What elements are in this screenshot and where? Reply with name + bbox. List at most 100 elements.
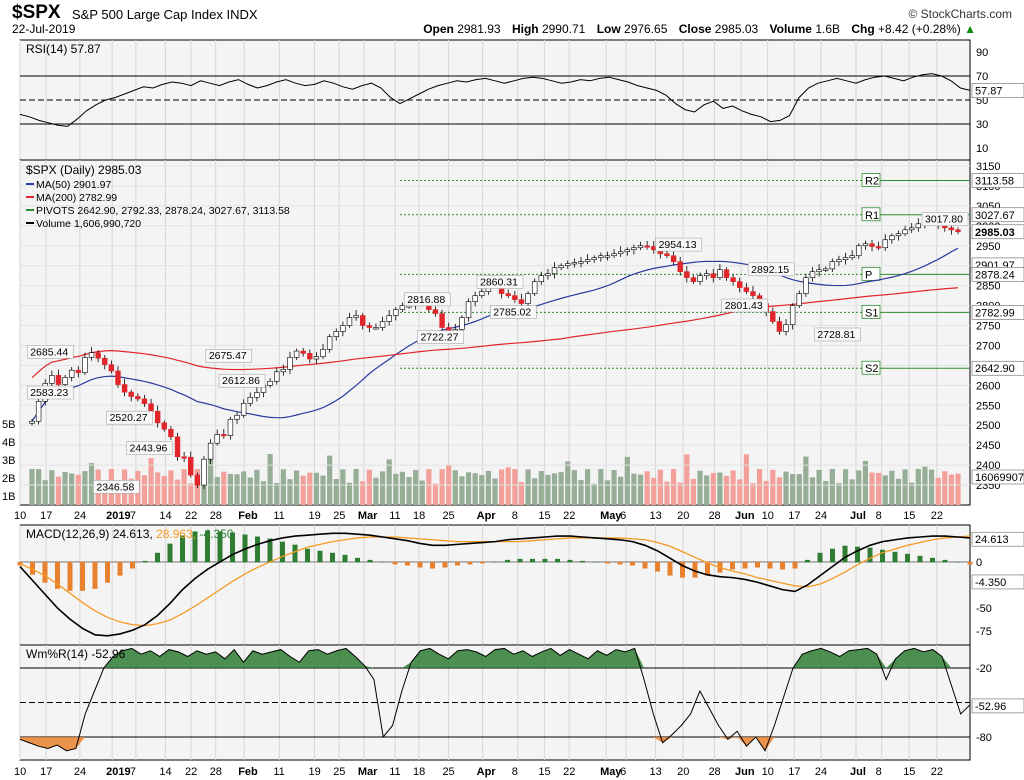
x-axis-bottom-tick-label: 20 bbox=[677, 766, 689, 778]
candle bbox=[227, 418, 234, 436]
volume-bar bbox=[922, 466, 928, 505]
candle bbox=[49, 375, 55, 384]
price-annotation: 2583.23 bbox=[30, 387, 68, 399]
macd-histogram-bar bbox=[805, 559, 810, 563]
macd-histogram-bar bbox=[380, 561, 385, 563]
volume-bar bbox=[313, 472, 320, 505]
volume-bar bbox=[684, 454, 690, 505]
macd-histogram-bar bbox=[467, 561, 473, 565]
volume-bar bbox=[320, 475, 326, 505]
price-tick-label: 2400 bbox=[976, 460, 1000, 472]
macd-histogram-bar bbox=[392, 561, 398, 565]
volume-bar bbox=[161, 476, 167, 505]
willr-tick-label: -80 bbox=[976, 732, 992, 744]
rsi-tick-label: 50 bbox=[976, 95, 988, 107]
candle bbox=[889, 235, 895, 241]
x-axis-bottom-tick-label: Feb bbox=[238, 766, 258, 778]
close-value: 2985.03 bbox=[714, 22, 759, 36]
volume-bar bbox=[439, 469, 445, 505]
x-axis-bottom-tick-label: 22 bbox=[563, 766, 575, 778]
price-annotation-box bbox=[489, 305, 537, 319]
price-annotation-box bbox=[106, 410, 153, 425]
chart-header: $SPX S&P 500 Large Cap Index INDX 22-Jul… bbox=[0, 0, 1024, 36]
candle bbox=[697, 275, 703, 282]
volume-bar bbox=[704, 475, 710, 505]
macd-histogram-bar bbox=[205, 530, 210, 563]
macd-label: MACD(12,26,9) 24.613, 28.963, -4.350 bbox=[26, 527, 234, 541]
macd-histogram-bar bbox=[505, 559, 510, 563]
macd-histogram-bar bbox=[217, 531, 223, 563]
candle bbox=[604, 255, 611, 258]
willr-label: Wm%R(14) -52.96 bbox=[26, 647, 126, 661]
price-annotation-box bbox=[205, 348, 253, 363]
macd-histogram-bar bbox=[767, 561, 773, 569]
x-axis-bottom-tick-label: Mar bbox=[358, 766, 378, 778]
high-label: High bbox=[511, 22, 539, 36]
symbol-title: $SPX bbox=[12, 2, 61, 23]
pivot-label-box bbox=[861, 207, 881, 222]
x-axis-tick-label: 17 bbox=[40, 510, 52, 522]
x-axis-tick-label: 6 bbox=[620, 510, 626, 522]
macd-histogram-bar bbox=[167, 543, 173, 563]
price-annotation: 2892.15 bbox=[751, 264, 789, 276]
macd-histogram-bar bbox=[667, 561, 673, 576]
volume-bar bbox=[928, 469, 935, 505]
x-axis-bottom-tick-label: 8 bbox=[876, 766, 882, 778]
volume-bar bbox=[333, 479, 339, 505]
candle bbox=[770, 311, 776, 322]
x-axis-tick-label: 18 bbox=[413, 510, 425, 522]
macd-histogram-bar bbox=[517, 558, 523, 563]
brand-link[interactable]: © StockCharts.com bbox=[908, 7, 1012, 21]
macd-histogram-bar bbox=[305, 548, 310, 563]
volume-bar bbox=[551, 473, 558, 505]
candle bbox=[82, 357, 88, 373]
candle bbox=[95, 352, 101, 359]
close-label: Close bbox=[678, 22, 712, 36]
volume-bar bbox=[267, 454, 273, 505]
macd-histogram-bar bbox=[967, 561, 973, 565]
macd-current-value-box bbox=[971, 531, 1024, 547]
volume-bar bbox=[426, 469, 432, 505]
macd-label-part: 24.613, bbox=[113, 527, 156, 541]
x-axis-bottom-tick-label: 15 bbox=[538, 766, 550, 778]
x-axis-bottom-tick-label: 24 bbox=[815, 766, 827, 778]
volume-bar bbox=[809, 477, 816, 505]
price-annotation-box bbox=[26, 345, 74, 359]
macd-histogram-bar bbox=[642, 561, 648, 569]
candle bbox=[102, 357, 108, 365]
macd-histogram-bar bbox=[267, 538, 273, 563]
volume-bar bbox=[756, 469, 763, 505]
volume-bar bbox=[260, 481, 267, 505]
macd-histogram-bar bbox=[67, 561, 73, 591]
price-annotation: 3017.80 bbox=[925, 214, 963, 226]
volume-bar bbox=[783, 471, 789, 505]
volume-bar bbox=[816, 469, 822, 505]
x-axis-tick-label: 15 bbox=[903, 510, 915, 522]
candle bbox=[584, 259, 591, 263]
price-annotation: 2722.27 bbox=[420, 332, 458, 344]
volume-current-value: 1606990720 bbox=[975, 472, 1024, 484]
x-axis-tick-label: 28 bbox=[210, 510, 222, 522]
macd-histogram-bar bbox=[80, 561, 85, 591]
legend-entry: MA(50) 2901.97 bbox=[36, 179, 111, 191]
x-axis-tick-label: 22 bbox=[563, 510, 575, 522]
x-axis-bottom-tick-label: Jul bbox=[850, 766, 866, 778]
volume-bar bbox=[379, 471, 386, 505]
willr-tick-label: -20 bbox=[976, 663, 992, 675]
candle bbox=[942, 225, 948, 229]
candle bbox=[670, 255, 677, 263]
volume-bar bbox=[604, 480, 611, 505]
x-axis-tick-label: 2019 bbox=[106, 510, 130, 522]
x-axis-bottom-tick-label: 10 bbox=[14, 766, 26, 778]
candle bbox=[373, 327, 379, 330]
candle bbox=[399, 305, 406, 310]
macd-histogram-bar bbox=[430, 561, 435, 569]
volume-bar bbox=[942, 471, 948, 505]
price-annotation-box bbox=[814, 327, 861, 342]
volume-bar bbox=[413, 469, 419, 505]
macd-histogram-bar bbox=[480, 561, 485, 564]
candle bbox=[836, 259, 842, 263]
volume-bar bbox=[730, 470, 736, 505]
volume-bar bbox=[406, 476, 412, 505]
